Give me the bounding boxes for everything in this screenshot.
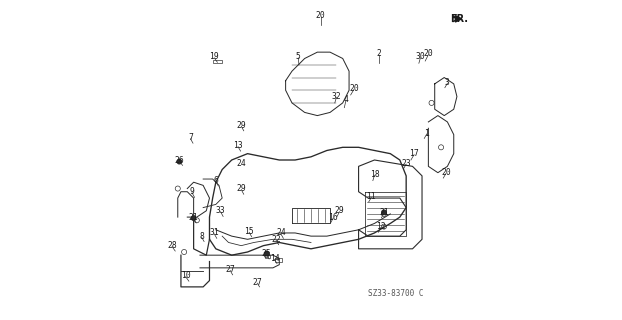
Text: 29: 29 [236, 121, 246, 130]
Text: 30: 30 [415, 52, 425, 61]
Text: 28: 28 [167, 241, 177, 250]
Text: 14: 14 [270, 254, 279, 263]
Text: 29: 29 [335, 206, 345, 215]
Bar [265, 255, 270, 258]
Bar [213, 60, 222, 63]
Text: 27: 27 [225, 265, 235, 274]
Text: 25: 25 [262, 249, 271, 258]
Text: 5: 5 [296, 52, 301, 61]
Text: 16: 16 [328, 212, 338, 222]
Text: 19: 19 [210, 52, 219, 61]
Text: SZ33-83700 C: SZ33-83700 C [368, 289, 424, 298]
Text: 10: 10 [181, 271, 190, 280]
Text: 13: 13 [233, 141, 243, 150]
Text: 29: 29 [236, 184, 246, 193]
Text: 26: 26 [175, 156, 184, 164]
Text: 23: 23 [401, 159, 411, 168]
Text: 11: 11 [366, 192, 376, 201]
Text: 24: 24 [276, 228, 285, 237]
Text: 7: 7 [188, 133, 193, 142]
Text: 15: 15 [244, 227, 254, 236]
Polygon shape [455, 16, 462, 22]
Text: 31: 31 [210, 228, 219, 237]
Text: 1: 1 [424, 129, 429, 138]
Circle shape [192, 216, 196, 220]
Text: 9: 9 [190, 187, 195, 196]
Text: 24: 24 [236, 159, 246, 168]
Circle shape [264, 252, 269, 256]
Text: 20: 20 [315, 11, 325, 20]
Text: 2: 2 [377, 49, 382, 58]
Circle shape [382, 210, 386, 215]
Text: 20: 20 [441, 168, 451, 177]
Bar [274, 258, 282, 262]
Text: 33: 33 [216, 206, 225, 215]
Text: 20: 20 [424, 49, 434, 58]
Text: 3: 3 [445, 78, 450, 87]
Text: 4: 4 [343, 95, 348, 104]
Text: 20: 20 [349, 84, 359, 93]
Text: 32: 32 [332, 92, 341, 101]
Circle shape [177, 159, 182, 164]
Text: 18: 18 [369, 170, 379, 179]
Text: 21: 21 [188, 212, 198, 222]
Text: 22: 22 [271, 235, 281, 244]
Text: 12: 12 [376, 222, 386, 231]
Text: 27: 27 [252, 278, 262, 287]
Text: 6: 6 [213, 176, 218, 185]
Text: FR.: FR. [450, 14, 468, 24]
Text: 17: 17 [409, 149, 419, 158]
Text: 21: 21 [379, 208, 389, 217]
Text: 8: 8 [199, 232, 204, 241]
